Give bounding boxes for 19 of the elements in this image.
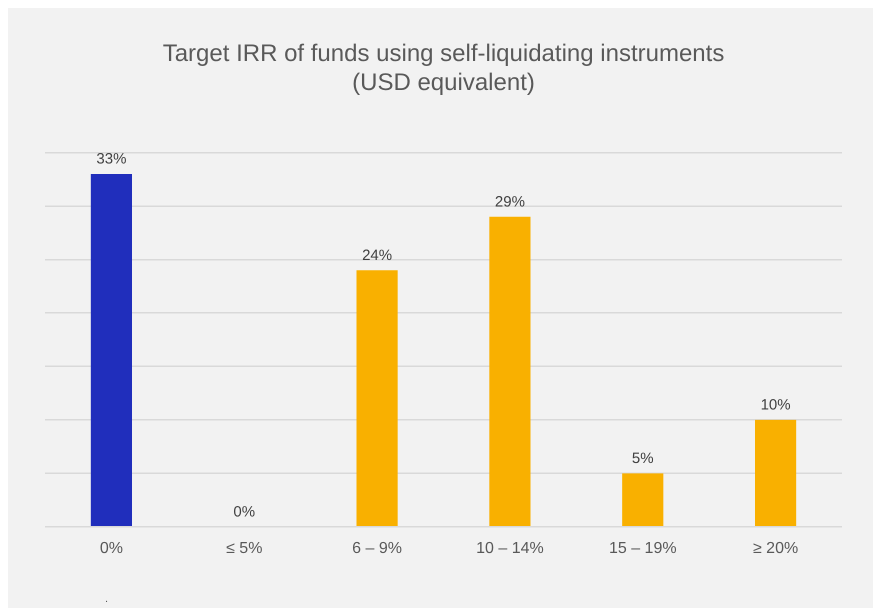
- text: .: [105, 593, 108, 605]
- x-tick-label: 0%: [100, 540, 123, 557]
- bar: [754, 420, 796, 526]
- bar: [90, 174, 132, 526]
- data-label: 5%: [632, 450, 654, 467]
- x-tick-label: 6 – 9%: [352, 540, 402, 557]
- x-tick-label: ≤ 5%: [226, 540, 262, 557]
- bar: [356, 270, 398, 526]
- bar: [489, 216, 531, 526]
- data-label: 24%: [362, 246, 392, 264]
- x-tick-label: 10 – 14%: [476, 540, 544, 557]
- data-label: 0%: [233, 503, 256, 520]
- data-label: 10%: [760, 396, 791, 414]
- bar: [622, 473, 664, 526]
- chart-title: Target IRR of funds using self-liquidating instruments (USD equivalent): [162, 40, 724, 96]
- data-label: 29%: [494, 193, 525, 210]
- data-label: 33%: [96, 150, 126, 168]
- x-tick-label: ≥ 20%: [752, 540, 798, 557]
- x-tick-label: 15 – 19%: [608, 540, 677, 557]
